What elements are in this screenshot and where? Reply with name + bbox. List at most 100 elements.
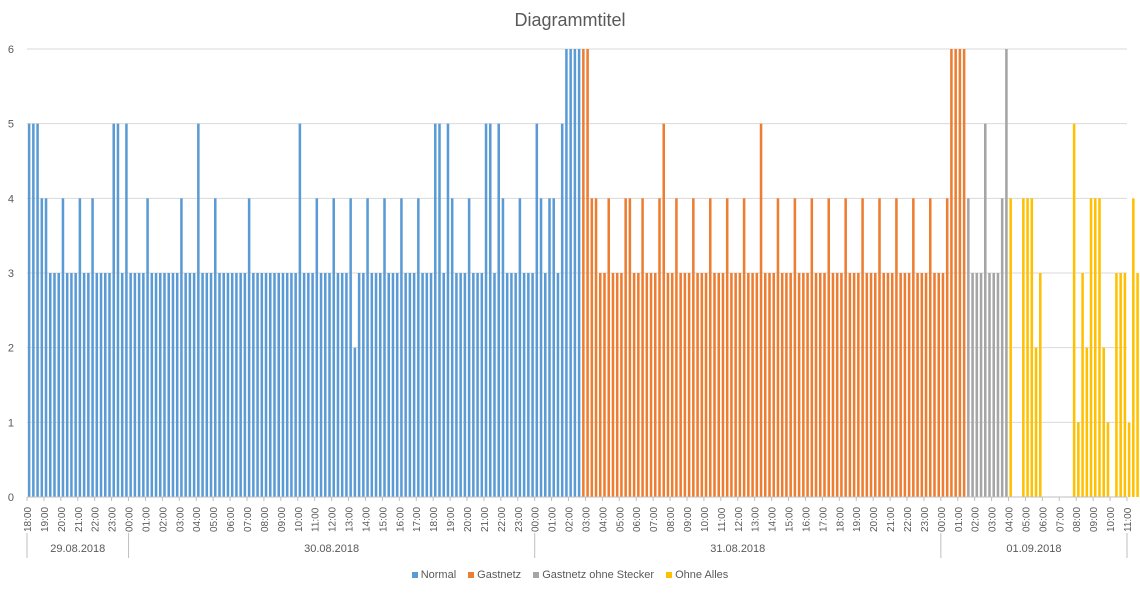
bar-ohne-alles (1106, 422, 1110, 497)
x-tick-label: 05:00 (615, 507, 626, 532)
bar-normal (108, 273, 111, 497)
bar-normal (370, 273, 374, 497)
bar-normal (535, 123, 539, 498)
x-tick-label: 08:00 (666, 507, 677, 532)
bar-gastnetz (704, 273, 708, 497)
bar-gastnetz (586, 49, 589, 497)
bar-gastnetz-ohne-stecker (988, 273, 991, 497)
bar-normal (552, 198, 555, 498)
bar-normal (57, 273, 60, 497)
x-tick-label: 20:00 (463, 507, 474, 532)
bar-normal (256, 273, 259, 497)
x-tick-label: 09:00 (683, 507, 694, 532)
bar-gastnetz (802, 273, 805, 497)
bar-gastnetz (827, 198, 830, 498)
bar-normal (163, 273, 166, 497)
bar-gastnetz (721, 273, 725, 497)
bar-gastnetz (852, 273, 856, 497)
bar-gastnetz (797, 273, 801, 497)
bar-normal (544, 273, 547, 497)
bar-ohne-alles (1009, 198, 1012, 498)
legend-label: Ohne Alles (675, 569, 729, 581)
x-tick-label: 06:00 (632, 507, 643, 532)
bar-normal (226, 273, 230, 497)
bar-normal (197, 123, 200, 498)
bar-gastnetz (933, 273, 936, 497)
date-group-label: 30.08.2018 (304, 543, 359, 555)
bar-normal (408, 273, 412, 497)
bar-gastnetz-ohne-stecker (975, 273, 979, 497)
x-tick-label: 01:00 (141, 507, 152, 532)
x-tick-label: 19:00 (852, 507, 863, 532)
x-tick-label: 20:00 (869, 507, 880, 532)
bar-ohne-alles (1089, 198, 1093, 498)
x-tick-label: 21:00 (886, 507, 897, 532)
x-tick-label: 01:00 (954, 507, 965, 532)
x-tick-label: 10:00 (294, 507, 305, 532)
x-tick-label: 03:00 (175, 507, 186, 532)
bar-normal (328, 273, 331, 497)
x-tick-label: 06:00 (226, 507, 237, 532)
bar-normal (429, 273, 433, 497)
bar-gastnetz (624, 198, 627, 498)
bar-normal (82, 273, 86, 497)
bar-gastnetz (899, 273, 902, 497)
bar-normal (421, 273, 424, 497)
bar-normal (99, 273, 103, 497)
bar-ohne-alles (1094, 198, 1097, 498)
bar-ohne-alles (1077, 422, 1080, 497)
bar-gastnetz (785, 273, 788, 497)
bar-gastnetz (607, 198, 610, 498)
bar-gastnetz (865, 273, 869, 497)
x-tick-label: 03:00 (581, 507, 592, 532)
bar-gastnetz-ohne-stecker (992, 273, 995, 497)
bar-normal (548, 198, 551, 498)
bar-normal (36, 123, 39, 498)
x-tick-label: 00:00 (531, 507, 542, 532)
bar-normal (61, 198, 65, 498)
bar-gastnetz (692, 198, 695, 498)
bar-gastnetz (590, 198, 594, 498)
bar-normal (539, 198, 543, 498)
bar-gastnetz (620, 273, 623, 497)
bar-normal (319, 273, 323, 497)
legend-label: Gastnetz (477, 569, 522, 581)
x-tick-label: 14:00 (361, 507, 372, 532)
bar-gastnetz (759, 123, 763, 498)
bar-normal (391, 273, 395, 497)
bar-ohne-alles (1115, 273, 1118, 497)
bar-normal (476, 273, 479, 497)
x-tick-label: 14:00 (768, 507, 779, 532)
bar-gastnetz (950, 49, 953, 497)
bar-ohne-alles (1081, 273, 1084, 497)
x-tick-label: 05:00 (1021, 507, 1032, 532)
bar-normal (425, 273, 429, 497)
bar-normal (455, 273, 458, 497)
bar-normal (450, 198, 454, 498)
bar-normal (510, 273, 513, 497)
bar-normal (514, 273, 517, 497)
bar-normal (53, 273, 56, 497)
y-tick-label: 6 (8, 44, 14, 56)
bar-normal (104, 273, 107, 497)
x-tick-label: 23:00 (514, 507, 525, 532)
bar-gastnetz (941, 273, 945, 497)
bar-normal (527, 273, 530, 497)
bar-normal (260, 273, 264, 497)
x-tick-label: 09:00 (1089, 507, 1100, 532)
bar-normal (472, 273, 475, 497)
bar-normal (192, 273, 196, 497)
bar-normal (307, 273, 310, 497)
bar-gastnetz (662, 123, 665, 498)
bar-gastnetz (886, 273, 890, 497)
bar-gastnetz (641, 198, 644, 498)
bar-gastnetz (844, 198, 847, 498)
x-tick-label: 01:00 (548, 507, 559, 532)
bar-gastnetz (776, 198, 780, 498)
legend-swatch (533, 572, 540, 578)
chart-title: Diagrammtitel (514, 10, 626, 30)
x-tick-label: 00:00 (125, 507, 136, 532)
bar-normal (95, 273, 99, 497)
bar-normal (531, 273, 534, 497)
x-tick-label: 06:00 (1038, 507, 1049, 532)
